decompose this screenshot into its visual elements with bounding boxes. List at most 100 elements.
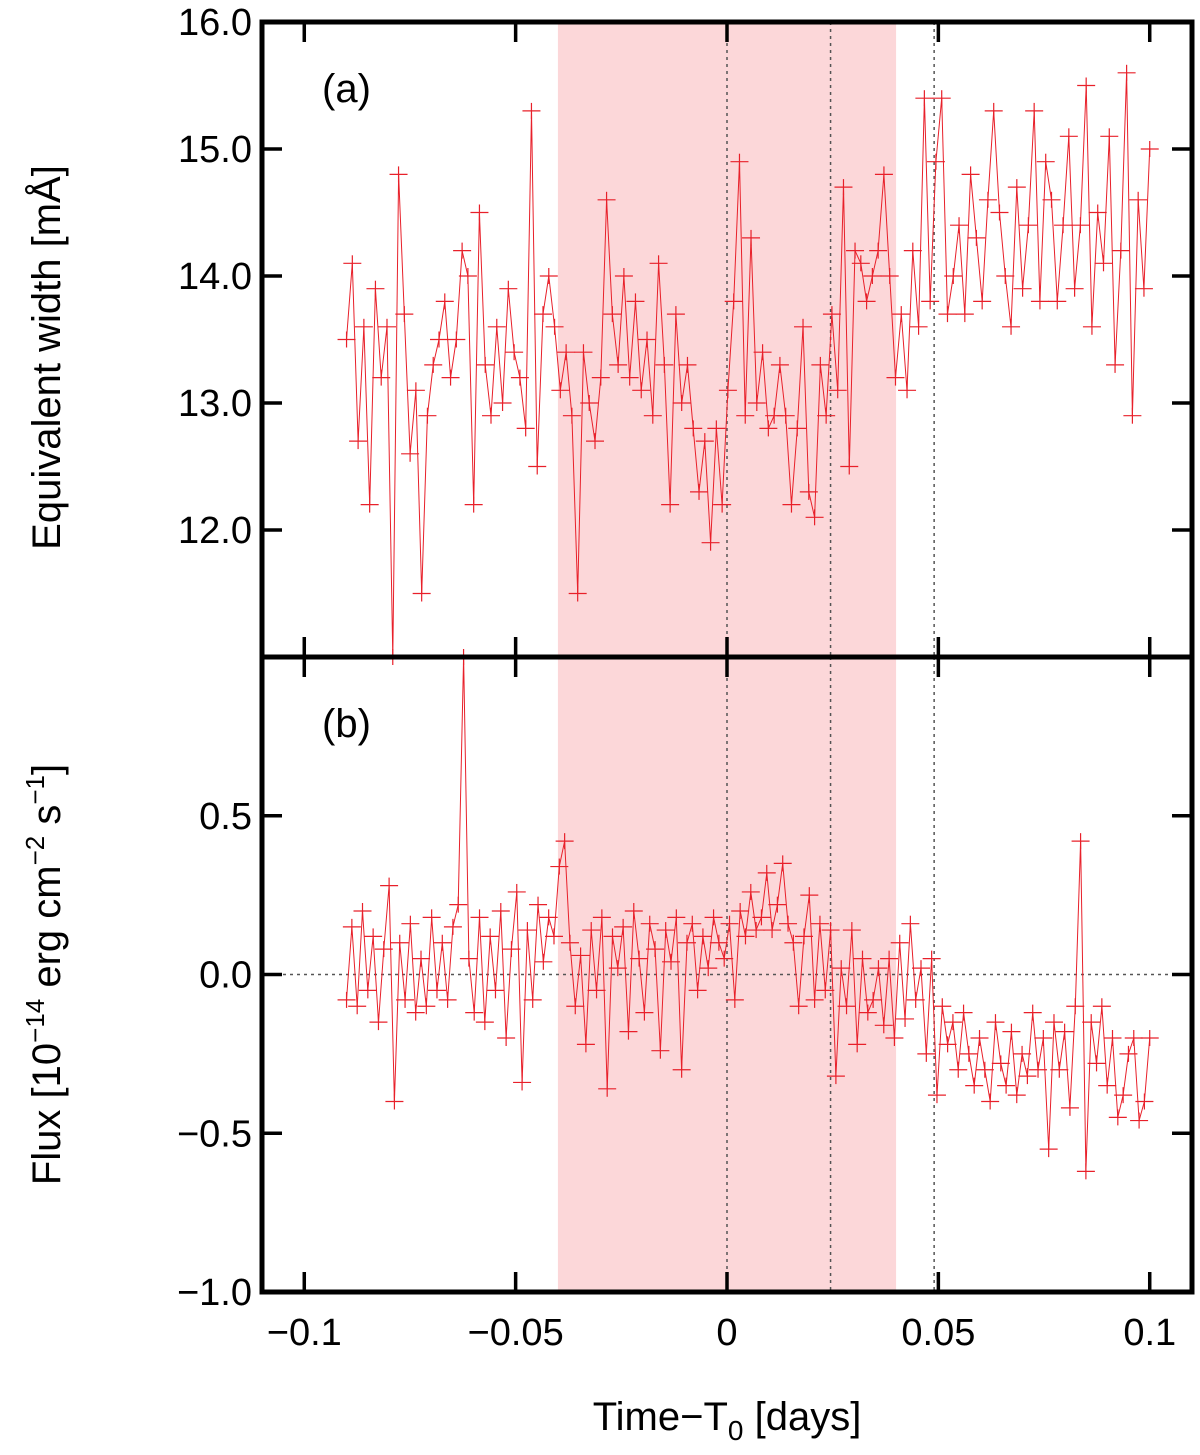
- data-point-b-75: [736, 928, 755, 945]
- data-point-b-150: [1135, 1093, 1154, 1110]
- data-point-a-117: [1013, 280, 1032, 297]
- data-point-b-46: [582, 922, 601, 939]
- data-point-a-67: [724, 293, 743, 310]
- x-axis-title: Time−T0 [days]: [593, 1395, 862, 1446]
- data-point-b-2: [348, 998, 367, 1015]
- data-point-a-47: [609, 356, 628, 373]
- data-point-b-132: [1039, 1141, 1058, 1158]
- data-point-a-19: [447, 331, 466, 348]
- data-point-a-115: [1002, 318, 1021, 335]
- data-point-b-60: [656, 922, 675, 939]
- data-point-a-33: [528, 458, 547, 475]
- data-point-a-4: [360, 496, 379, 513]
- data-point-b-143: [1098, 1077, 1117, 1094]
- data-point-a-89: [851, 255, 870, 272]
- y-tick-label-a-4: 16.0: [178, 2, 252, 44]
- data-point-a-56: [661, 496, 680, 513]
- frame-b: [259, 654, 1195, 1295]
- data-point-b-45: [576, 1036, 595, 1053]
- data-point-a-61: [690, 483, 709, 500]
- data-point-b-110: [922, 950, 941, 967]
- data-point-b-118: [965, 1077, 984, 1094]
- data-point-a-38: [557, 344, 576, 361]
- data-point-b-136: [1060, 1099, 1079, 1116]
- data-point-b-23: [459, 950, 478, 967]
- data-point-a-105: [944, 268, 963, 284]
- y-tick-label-a-3: 15.0: [178, 129, 252, 171]
- x-tick-label-2: 0: [716, 1312, 737, 1354]
- data-point-b-49: [598, 1080, 617, 1097]
- data-point-b-102: [880, 950, 899, 967]
- data-point-a-0: [337, 331, 356, 348]
- data-point-a-18: [441, 369, 460, 386]
- data-point-b-142: [1092, 998, 1111, 1015]
- data-point-a-113: [990, 204, 1009, 221]
- data-point-b-36: [529, 896, 548, 913]
- data-point-a-48: [614, 268, 633, 284]
- data-point-b-134: [1050, 1061, 1069, 1078]
- data-point-b-37: [534, 953, 553, 970]
- data-point-b-40: [550, 858, 569, 875]
- data-point-b-0: [337, 991, 356, 1008]
- data-point-b-90: [816, 982, 835, 999]
- data-point-b-87: [800, 887, 819, 904]
- data-point-a-68: [730, 153, 749, 170]
- ticks-b: [262, 657, 1192, 1294]
- data-point-a-118: [1019, 217, 1038, 234]
- data-point-a-116: [1007, 179, 1026, 196]
- x-tick-labels: −0.1 −0.05 0 0.05 0.1: [267, 1312, 1176, 1354]
- data-point-b-86: [794, 928, 813, 945]
- data-point-b-95: [842, 922, 861, 939]
- data-point-a-35: [539, 268, 558, 284]
- data-point-b-26: [475, 1014, 494, 1031]
- data-point-a-102: [926, 153, 945, 170]
- data-point-b-35: [523, 991, 542, 1008]
- data-point-a-124: [1054, 217, 1073, 234]
- data-point-b-93: [832, 960, 851, 977]
- data-point-b-82: [773, 855, 792, 872]
- data-point-a-101: [921, 293, 940, 310]
- data-point-a-66: [718, 382, 737, 399]
- y-axis-title-a: Equivalent width [mÅ]: [24, 165, 69, 550]
- data-point-b-25: [470, 909, 489, 926]
- data-point-b-47: [587, 982, 606, 999]
- data-point-a-23: [470, 204, 489, 221]
- data-point-b-104: [890, 934, 909, 951]
- data-point-a-135: [1117, 64, 1136, 81]
- data-point-a-111: [978, 191, 997, 208]
- data-point-a-60: [684, 420, 703, 437]
- data-point-a-137: [1129, 191, 1148, 208]
- data-point-a-11: [401, 445, 420, 462]
- data-point-b-123: [991, 1055, 1010, 1072]
- data-point-b-50: [603, 928, 622, 945]
- data-point-a-44: [591, 369, 610, 386]
- data-point-a-127: [1071, 217, 1090, 234]
- data-point-a-1: [343, 255, 362, 272]
- data-point-b-62: [667, 909, 686, 926]
- data-point-b-80: [763, 922, 782, 939]
- xlabel-main: Time−T: [593, 1395, 728, 1439]
- data-point-b-68: [699, 960, 718, 977]
- series-b: [337, 649, 1159, 1180]
- data-point-b-96: [848, 1036, 867, 1053]
- data-point-b-55: [630, 950, 649, 967]
- data-point-b-72: [720, 915, 739, 932]
- data-point-b-149: [1130, 1112, 1149, 1129]
- data-point-a-119: [1025, 102, 1044, 119]
- data-point-a-51: [632, 382, 651, 399]
- data-point-a-88: [846, 242, 865, 259]
- data-point-a-110: [973, 293, 992, 310]
- data-point-a-54: [649, 255, 668, 272]
- series-line-b: [346, 656, 1151, 1172]
- data-point-a-14: [418, 407, 437, 424]
- y-tick-labels-a: 12.0 13.0 14.0 15.0 16.0: [178, 2, 252, 552]
- data-point-b-105: [896, 1010, 915, 1027]
- data-point-b-5: [364, 928, 383, 945]
- data-point-a-126: [1065, 280, 1084, 297]
- data-point-a-7: [377, 318, 396, 335]
- data-point-a-130: [1088, 204, 1107, 221]
- ylabel-b-part-g: ]: [25, 764, 69, 775]
- data-point-a-59: [678, 356, 697, 373]
- data-point-b-125: [1002, 1023, 1021, 1040]
- data-point-b-63: [672, 1061, 691, 1078]
